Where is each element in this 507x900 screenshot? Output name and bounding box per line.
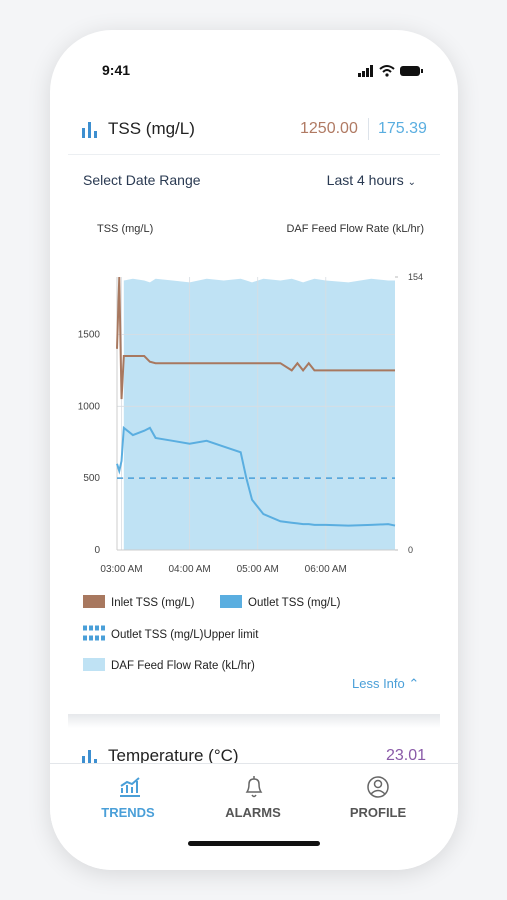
legend-label: Outlet TSS (mg/L)Upper limit	[111, 629, 259, 641]
legend-label: DAF Feed Flow Rate (kL/hr)	[111, 660, 255, 672]
card-shadow	[68, 714, 440, 728]
chart-icon	[82, 122, 97, 138]
chart-icon	[82, 750, 97, 766]
legend-swatch	[83, 658, 105, 671]
home-indicator	[188, 841, 320, 846]
x-tick-label: 06:00 AM	[305, 564, 347, 575]
card-title: TSS (mg/L)	[108, 119, 195, 138]
y-axis-title: TSS (mg/L)	[97, 223, 153, 235]
y-tick-label: 0	[94, 545, 100, 556]
y2-tick-label: 154	[408, 272, 423, 282]
inlet-value: 1250.00	[300, 120, 358, 137]
outlet-value: 175.39	[378, 120, 427, 137]
legend-swatch	[83, 595, 105, 608]
date-range-value: Last 4 hours	[326, 172, 404, 188]
less-info-link[interactable]: Less Info ⌃	[352, 676, 420, 691]
legend-label: Inlet TSS (mg/L)	[111, 597, 195, 609]
x-tick-label: 03:00 AM	[100, 564, 142, 575]
tab-bar	[50, 763, 458, 870]
legend-label: Outlet TSS (mg/L)	[248, 597, 341, 609]
x-tick-label: 05:00 AM	[237, 564, 279, 575]
date-range-select[interactable]: Last 4 hours ⌄	[326, 172, 416, 188]
y2-axis-title: DAF Feed Flow Rate (kL/hr)	[286, 223, 424, 235]
divider	[368, 118, 369, 140]
y2-tick-label: 0	[408, 545, 413, 555]
flow-area	[123, 278, 395, 550]
legend-swatch	[83, 625, 105, 641]
tab-label[interactable]: PROFILE	[349, 805, 407, 820]
y-tick-label: 1500	[78, 329, 101, 340]
status-time: 9:41	[102, 62, 131, 78]
profile-icon	[367, 776, 389, 798]
alarms-icon	[245, 776, 263, 798]
legend-swatch	[220, 595, 242, 608]
y-tick-label: 500	[83, 473, 100, 484]
separator	[68, 154, 440, 155]
series-line	[116, 276, 395, 400]
date-range-label: Select Date Range	[83, 172, 201, 188]
tab-label[interactable]: ALARMS	[225, 805, 281, 820]
x-tick-label: 04:00 AM	[168, 564, 210, 575]
next-card-value: 23.01	[386, 747, 427, 764]
less-info-text: Less Info	[352, 676, 405, 691]
status-icons	[358, 65, 423, 77]
series-line	[116, 425, 396, 527]
trends-icon	[120, 777, 140, 797]
chart: TSS (mg/L) DAF Feed Flow Rate (kL/hr) 0 500…	[78, 223, 424, 672]
tab-label[interactable]: TRENDS	[101, 805, 155, 820]
y-tick-label: 1000	[78, 401, 101, 412]
next-card-title: Temperature (°C)	[108, 746, 239, 765]
